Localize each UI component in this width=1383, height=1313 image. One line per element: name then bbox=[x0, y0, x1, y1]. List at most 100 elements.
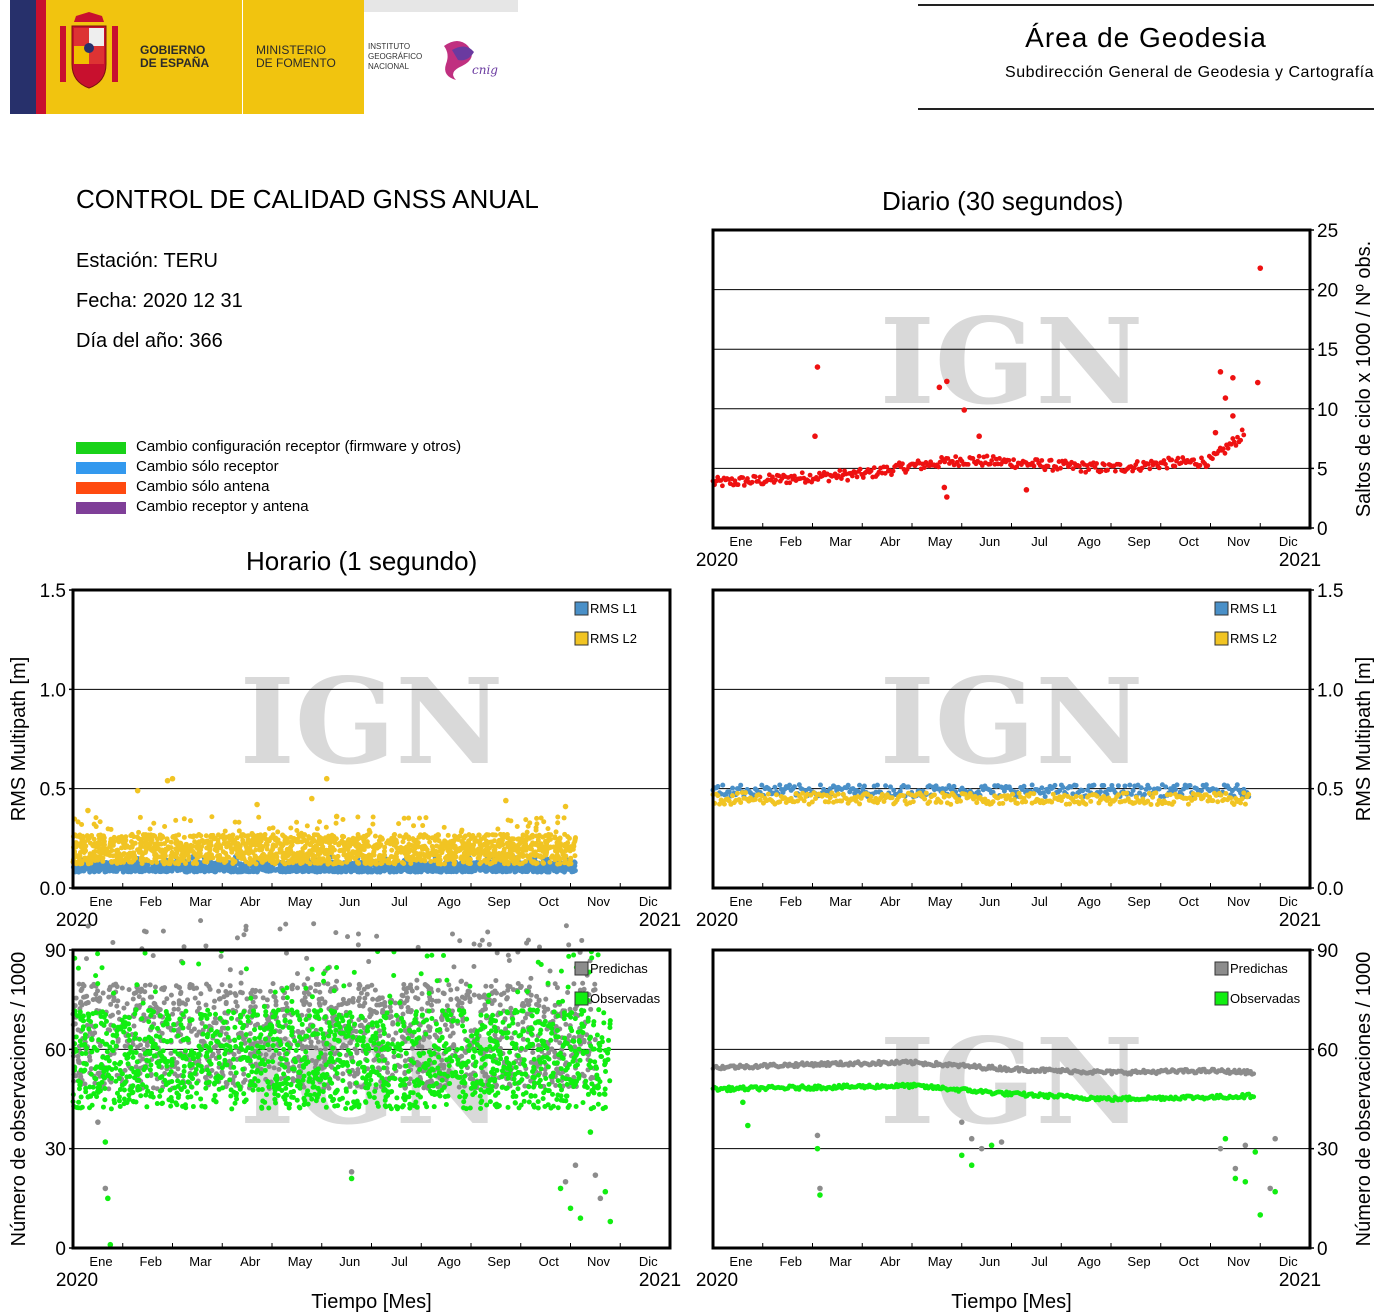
data-point bbox=[1222, 395, 1229, 401]
data-point bbox=[129, 831, 135, 837]
data-point bbox=[1172, 463, 1178, 469]
data-point bbox=[568, 861, 574, 867]
data-point bbox=[1023, 799, 1029, 805]
data-point bbox=[541, 860, 547, 866]
data-point bbox=[533, 825, 539, 831]
data-point bbox=[367, 1014, 373, 1020]
x-tick-label: Ene bbox=[729, 534, 752, 549]
data-point bbox=[214, 863, 220, 869]
data-point bbox=[1058, 465, 1063, 471]
data-point bbox=[1088, 798, 1094, 804]
data-point bbox=[812, 433, 818, 440]
data-point bbox=[198, 847, 204, 853]
data-point bbox=[340, 833, 346, 839]
data-point bbox=[89, 833, 95, 839]
data-point bbox=[715, 783, 721, 789]
data-point bbox=[555, 856, 561, 862]
data-point bbox=[277, 841, 283, 847]
data-point bbox=[93, 815, 99, 821]
x-tick-label: Jun bbox=[979, 534, 1000, 549]
data-point bbox=[452, 833, 458, 839]
data-point bbox=[827, 795, 833, 801]
data-point bbox=[183, 841, 189, 847]
legend-label-receiver-antenna: Cambio receptor y antena bbox=[136, 498, 309, 515]
data-point bbox=[1246, 791, 1252, 797]
data-point bbox=[343, 866, 349, 872]
data-point bbox=[854, 474, 860, 480]
data-point bbox=[491, 857, 497, 863]
data-point bbox=[340, 817, 346, 823]
data-point bbox=[845, 477, 851, 483]
data-point bbox=[442, 1022, 448, 1028]
data-point bbox=[282, 837, 288, 843]
data-point bbox=[257, 842, 263, 848]
data-point bbox=[417, 855, 423, 861]
data-point bbox=[164, 777, 171, 784]
data-point bbox=[1052, 782, 1058, 788]
data-point bbox=[433, 848, 439, 854]
data-point bbox=[477, 842, 483, 848]
data-point bbox=[1080, 788, 1086, 794]
data-point bbox=[720, 782, 726, 788]
ign-label: INSTITUTO GEOGRÁFICO NACIONAL bbox=[368, 42, 423, 71]
data-point bbox=[501, 849, 507, 855]
data-point bbox=[313, 981, 319, 987]
data-point bbox=[374, 933, 380, 939]
x-tick-label: Dic bbox=[1279, 534, 1298, 549]
data-point bbox=[984, 453, 990, 459]
x-tick-label: Sep bbox=[487, 894, 510, 909]
data-point bbox=[1042, 794, 1048, 800]
data-point bbox=[1169, 457, 1175, 463]
data-point bbox=[140, 851, 146, 857]
data-point bbox=[520, 853, 526, 859]
data-point bbox=[1217, 369, 1224, 375]
data-point bbox=[114, 850, 120, 856]
data-point bbox=[485, 832, 491, 838]
data-point bbox=[1101, 783, 1107, 789]
data-point bbox=[186, 853, 192, 859]
data-point bbox=[409, 843, 415, 849]
data-point bbox=[484, 838, 490, 844]
data-point bbox=[1254, 379, 1261, 386]
data-point bbox=[454, 986, 460, 992]
data-point bbox=[441, 824, 447, 830]
data-point bbox=[111, 834, 117, 840]
data-point bbox=[1078, 794, 1084, 800]
data-point bbox=[1102, 462, 1107, 468]
data-point bbox=[544, 867, 550, 873]
data-point bbox=[527, 820, 533, 826]
data-point bbox=[386, 865, 392, 871]
data-point bbox=[524, 940, 530, 946]
data-point bbox=[456, 848, 462, 854]
data-point bbox=[511, 860, 517, 866]
data-point bbox=[295, 985, 301, 991]
data-point bbox=[236, 828, 242, 834]
data-point bbox=[256, 814, 262, 820]
data-point bbox=[396, 867, 402, 873]
data-point bbox=[1146, 785, 1152, 791]
data-point bbox=[315, 1039, 321, 1045]
data-point bbox=[336, 841, 342, 847]
data-point bbox=[741, 482, 747, 488]
data-point bbox=[252, 842, 258, 848]
data-point bbox=[361, 838, 367, 844]
data-point bbox=[384, 840, 390, 846]
data-point bbox=[77, 850, 83, 856]
data-point bbox=[249, 830, 255, 836]
data-point bbox=[280, 859, 286, 865]
data-point bbox=[592, 981, 598, 987]
data-point bbox=[965, 462, 971, 467]
data-point bbox=[435, 987, 441, 993]
data-point bbox=[422, 846, 428, 852]
data-point bbox=[522, 858, 528, 864]
data-point bbox=[83, 848, 89, 854]
data-point bbox=[249, 868, 255, 874]
data-point bbox=[493, 869, 499, 875]
data-point bbox=[411, 823, 417, 829]
data-point bbox=[238, 970, 244, 976]
data-point bbox=[361, 856, 367, 862]
data-point bbox=[466, 869, 472, 875]
data-point bbox=[541, 1014, 547, 1020]
